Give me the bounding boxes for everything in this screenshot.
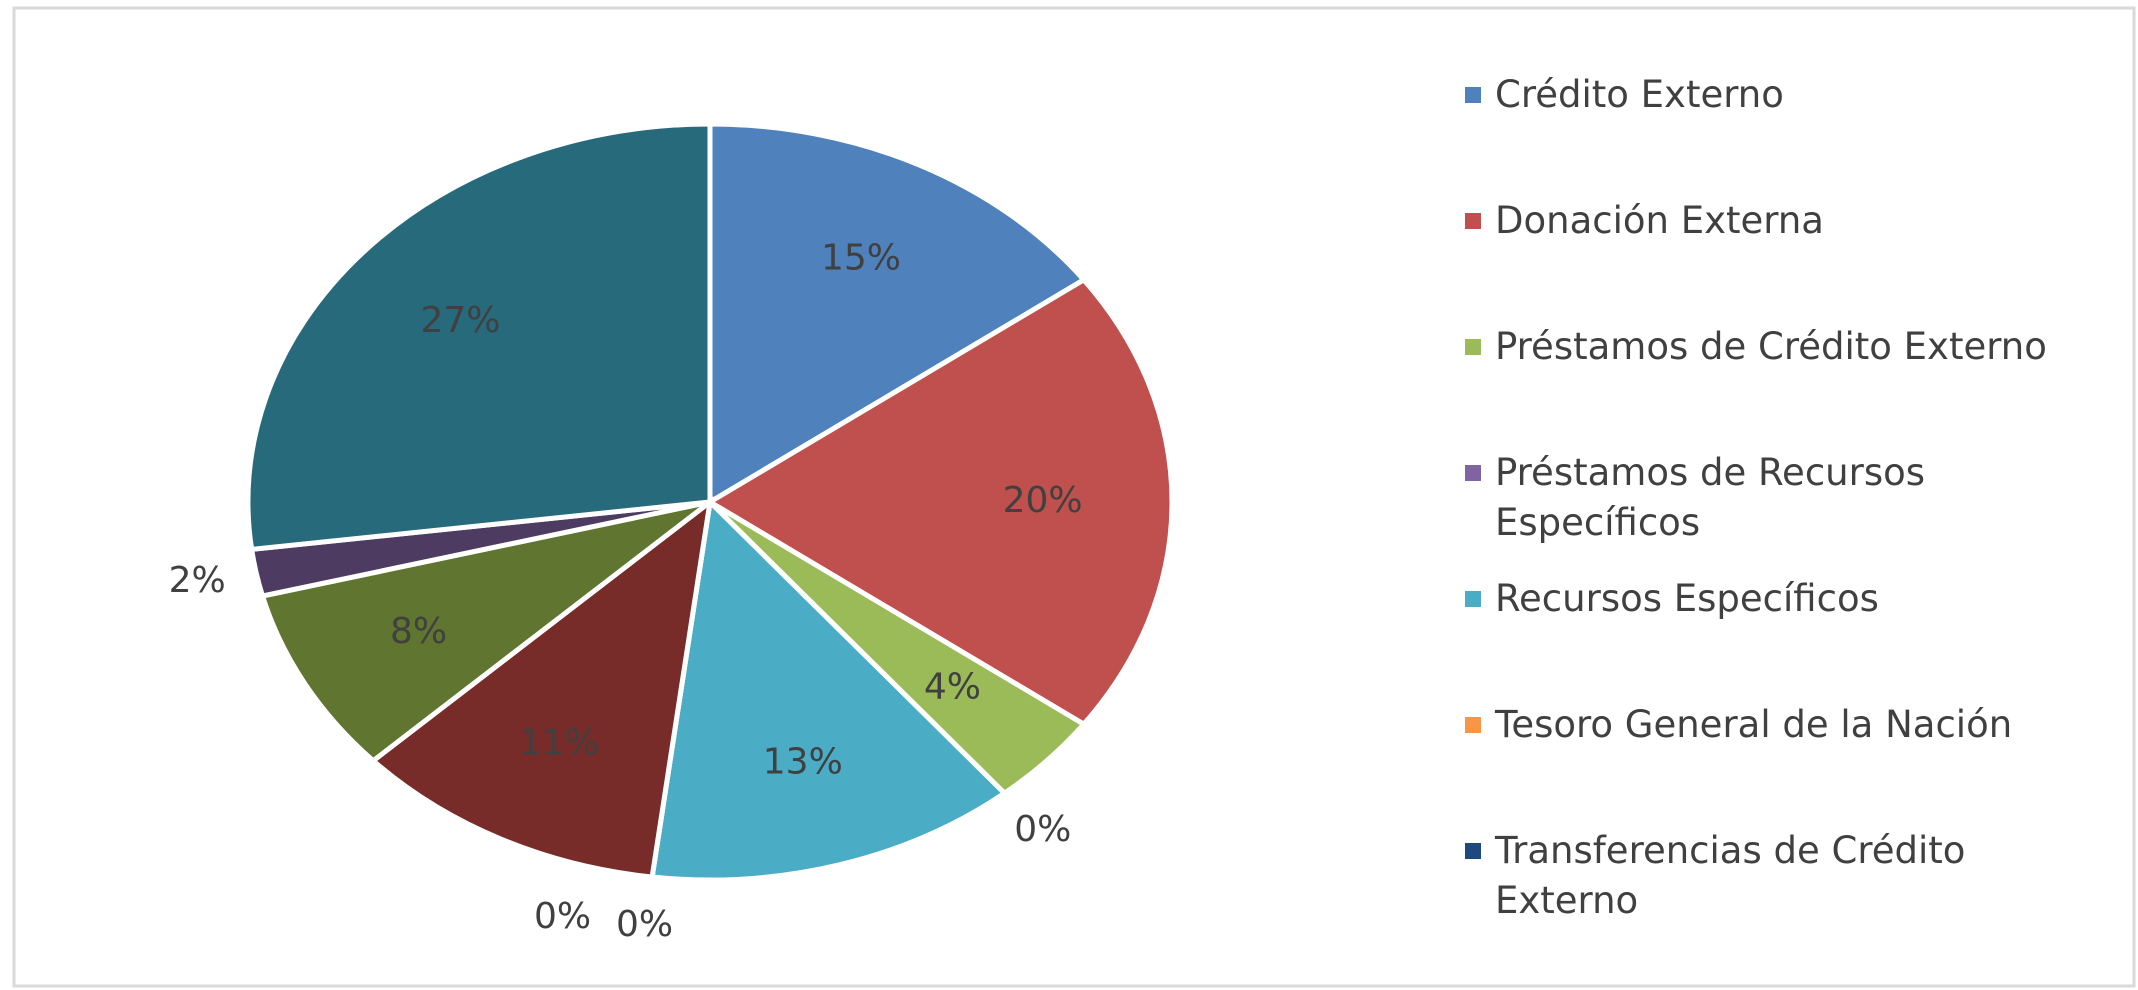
legend-label: Donación Externa (1495, 199, 1824, 242)
data-label: 11% (519, 722, 599, 763)
data-label: 13% (763, 741, 843, 782)
legend-swatch (1465, 213, 1481, 229)
data-label: 2% (169, 560, 226, 601)
data-label: 0% (616, 904, 673, 945)
pie-slice (245, 121, 713, 553)
legend-label: Recursos Específicos (1495, 577, 1879, 620)
legend-label: Préstamos de Recursos Específicos (1495, 451, 1926, 544)
legend-item: Tesoro General de la Nación (1465, 700, 2105, 826)
legend-label: Préstamos de Crédito Externo (1495, 325, 2047, 368)
legend-label: Transferencias de Crédito Externo (1495, 829, 1966, 922)
legend-item: Préstamos de Crédito Externo (1465, 322, 2105, 448)
pie-slice (707, 121, 1088, 507)
legend-item: Crédito Externo (1465, 70, 2105, 196)
data-label: 20% (1003, 480, 1083, 521)
legend-swatch (1465, 717, 1481, 733)
data-label: 4% (924, 666, 981, 707)
legend-item: Transferencias de Crédito Externo (1465, 826, 2105, 952)
data-label: 0% (1014, 809, 1071, 850)
pie-slice (369, 496, 714, 880)
legend-swatch (1465, 87, 1481, 103)
legend-swatch (1465, 843, 1481, 859)
data-label: 8% (390, 611, 447, 652)
legend-swatch (1465, 591, 1481, 607)
legend-item: Préstamos de Recursos Específicos (1465, 448, 2105, 574)
pie-slice (259, 499, 712, 764)
legend-label: Tesoro General de la Nación (1495, 703, 2013, 746)
data-label: 27% (420, 300, 500, 341)
pie-slice (649, 496, 1009, 883)
chart-border (12, 6, 2136, 988)
pie-slice (705, 276, 1175, 728)
legend-swatch (1465, 339, 1481, 355)
legend-item: Donación Externa (1465, 196, 2105, 322)
legend-label: Crédito Externo (1495, 73, 1784, 116)
legend-swatch (1465, 465, 1481, 481)
data-label: 15% (821, 238, 901, 279)
data-label: 0% (534, 896, 591, 937)
legend-item: Recursos Específicos (1465, 574, 2105, 700)
legend: Crédito Externo Donación Externa Préstamos… (1465, 70, 2105, 952)
